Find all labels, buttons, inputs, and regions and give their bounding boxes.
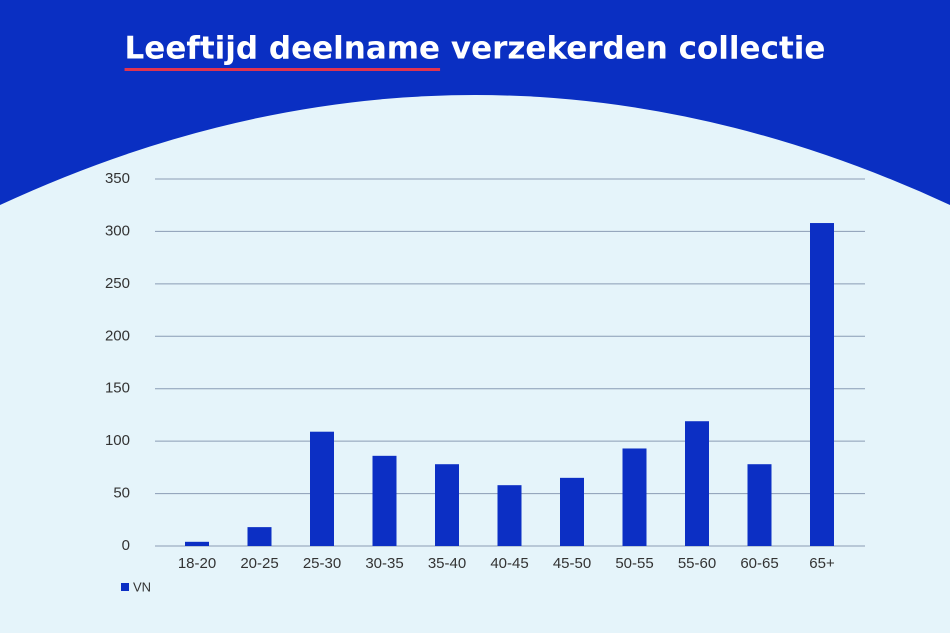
x-tick-label: 25-30 bbox=[303, 555, 341, 572]
title-underline bbox=[124, 68, 441, 71]
y-tick-label: 350 bbox=[105, 170, 130, 187]
x-tick-label: 30-35 bbox=[365, 555, 403, 572]
y-tick-label: 250 bbox=[105, 275, 130, 292]
y-tick-label: 150 bbox=[105, 380, 130, 397]
bar bbox=[372, 455, 397, 546]
bar bbox=[247, 527, 272, 546]
x-tick-label: 60-65 bbox=[740, 555, 778, 572]
bar bbox=[560, 477, 584, 546]
bar bbox=[497, 485, 522, 546]
bar bbox=[435, 464, 459, 546]
y-tick-label: 0 bbox=[122, 537, 130, 554]
legend-label: VN bbox=[133, 579, 151, 594]
x-tick-label: 18-20 bbox=[178, 555, 216, 572]
x-tick-label: 50-55 bbox=[615, 555, 653, 572]
y-tick-label: 50 bbox=[113, 485, 130, 502]
bar bbox=[747, 464, 772, 546]
x-tick-label: 35-40 bbox=[428, 555, 466, 572]
x-tick-label: 20-25 bbox=[240, 555, 278, 572]
chart-title: Leeftijd deelname verzekerden collectie bbox=[125, 31, 826, 67]
legend-swatch bbox=[121, 583, 129, 591]
bar bbox=[310, 431, 334, 546]
bar bbox=[622, 448, 647, 546]
y-tick-label: 200 bbox=[105, 327, 130, 344]
chart-background bbox=[0, 95, 950, 633]
x-tick-label: 45-50 bbox=[553, 555, 591, 572]
y-tick-label: 300 bbox=[105, 222, 130, 239]
x-tick-label: 55-60 bbox=[678, 555, 716, 572]
bar bbox=[185, 541, 209, 546]
bar bbox=[810, 223, 834, 547]
x-tick-label: 40-45 bbox=[490, 555, 528, 572]
y-tick-label: 100 bbox=[105, 432, 130, 449]
x-tick-label: 65+ bbox=[809, 555, 835, 572]
bar bbox=[685, 421, 709, 546]
